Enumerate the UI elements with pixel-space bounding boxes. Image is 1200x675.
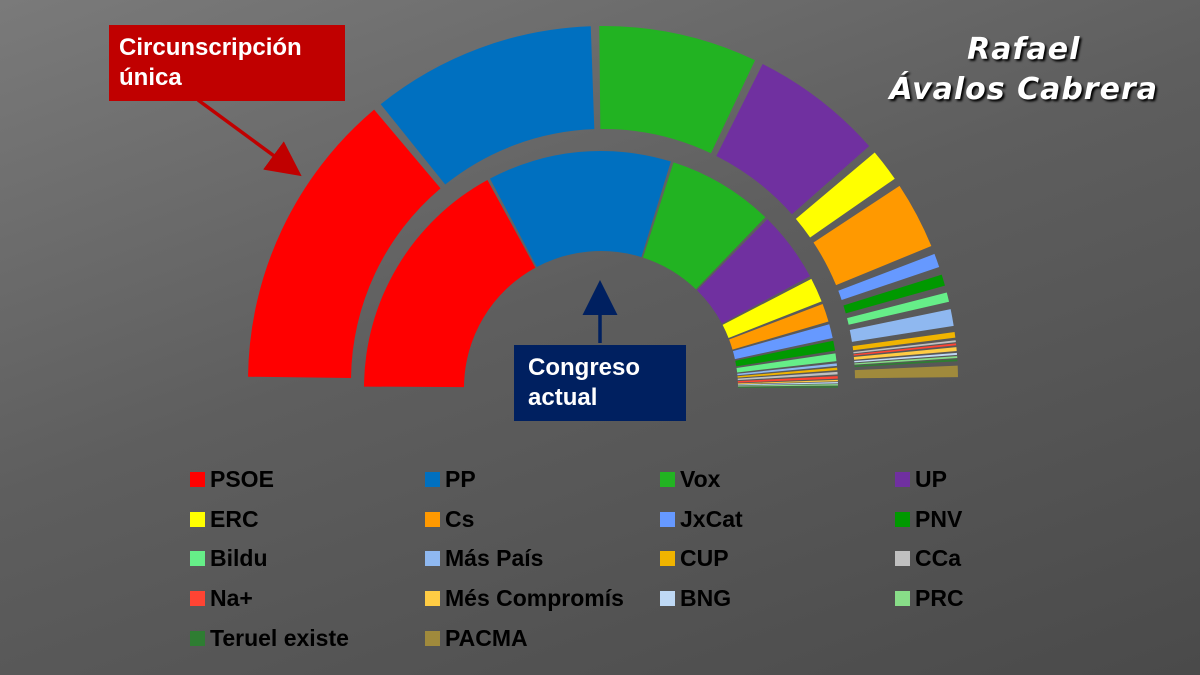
- legend-item-prc: PRC: [895, 579, 1130, 619]
- author-name: Rafael Ávalos Cabrera: [889, 32, 1158, 107]
- slice-outer-cup: [852, 331, 956, 351]
- legend-swatch: [660, 591, 675, 607]
- legend-label: Més Compromís: [445, 585, 624, 612]
- legend-label: PRC: [915, 585, 964, 612]
- legend-swatch: [425, 591, 440, 607]
- slice-inner-erc: [722, 278, 822, 338]
- legend-label: Vox: [680, 466, 721, 493]
- legend-swatch: [660, 511, 675, 527]
- legend-item-cup: CUP: [660, 539, 895, 579]
- legend-label: CCa: [915, 545, 962, 572]
- legend-item-psoe: PSOE: [190, 460, 425, 500]
- slice-outer-teruel-existe: [854, 359, 958, 367]
- outer-ring-single-constituency: [248, 26, 958, 379]
- legend-swatch: [895, 511, 910, 527]
- legend-item-bng: BNG: [660, 579, 895, 619]
- legend-swatch: [425, 630, 440, 646]
- legend-label: Teruel existe: [210, 624, 349, 651]
- legend-label: PACMA: [445, 624, 528, 651]
- legend-label: Más País: [445, 545, 544, 572]
- legend-label: Cs: [445, 505, 475, 532]
- legend-item-pacma: PACMA: [425, 618, 660, 658]
- slice-inner-jxcat: [732, 324, 833, 360]
- legend-label: ERC: [210, 505, 259, 532]
- legend-swatch: [425, 551, 440, 567]
- legend-item-pp: PP: [425, 460, 660, 500]
- slice-outer-vox: [599, 26, 756, 154]
- legend-swatch: [190, 551, 205, 567]
- slice-outer-erc: [795, 152, 895, 238]
- legend-swatch: [895, 591, 910, 607]
- legend-label: JxCat: [680, 505, 743, 532]
- slice-inner-teruel-existe: [738, 386, 838, 388]
- inner-ring-current-congress: [364, 151, 838, 388]
- slice-outer-mes-compromis: [853, 347, 957, 360]
- slice-outer-jxcat: [838, 253, 940, 301]
- legend-label: PSOE: [210, 466, 274, 493]
- legend-item-mas-pais: Más País: [425, 539, 660, 579]
- legend-label: CUP: [680, 545, 729, 572]
- legend-item-cs: Cs: [425, 500, 660, 540]
- slice-inner-mas-pais: [737, 363, 837, 376]
- callout-single-constituency: Circunscripción única: [109, 25, 345, 101]
- slice-inner-up: [697, 219, 811, 324]
- slice-inner-pp: [489, 151, 671, 267]
- legend-item-up: UP: [895, 460, 1130, 500]
- slice-outer-pp: [380, 26, 595, 185]
- legend-label: BNG: [680, 585, 732, 612]
- legend-swatch: [190, 630, 205, 646]
- slice-inner-cup: [737, 367, 838, 378]
- legend-label: PP: [445, 466, 476, 493]
- slice-outer-pnv: [843, 274, 945, 314]
- slice-outer-na: [853, 343, 957, 356]
- legend-item-teruel-existe: Teruel existe: [190, 618, 425, 658]
- slice-inner-mes-compromis: [737, 379, 838, 385]
- legend-swatch: [425, 511, 440, 527]
- legend-swatch: [660, 551, 675, 567]
- legend-label: Bildu: [210, 545, 268, 572]
- slice-outer-cca: [853, 340, 956, 354]
- slice-outer-up: [716, 63, 870, 215]
- slice-outer-prc: [854, 356, 958, 365]
- slice-inner-bng: [737, 382, 838, 386]
- legend-item-mes-compromis: Més Compromís: [425, 579, 660, 619]
- legend-item-bildu: Bildu: [190, 539, 425, 579]
- legend-swatch: [190, 591, 205, 607]
- chart-legend: PSOE PP Vox UP ERC Cs JxCat PNV Bildu Más País CUP…: [190, 460, 1180, 658]
- slice-outer-bildu: [847, 292, 950, 325]
- slice-outer-pacma: [854, 365, 958, 379]
- slice-inner-prc: [737, 384, 838, 387]
- legend-swatch: [895, 551, 910, 567]
- slice-inner-vox: [642, 162, 766, 290]
- slice-inner-cca: [737, 371, 838, 381]
- legend-item-jxcat: JxCat: [660, 500, 895, 540]
- slice-inner-cs: [729, 304, 829, 350]
- legend-swatch: [190, 511, 205, 527]
- slice-inner-psoe: [364, 179, 536, 388]
- arrow-single-constituency: [196, 98, 302, 177]
- slice-inner-pnv: [735, 340, 836, 367]
- slice-outer-cs: [813, 185, 932, 286]
- slice-inner-na: [737, 376, 838, 383]
- slice-inner-bildu: [736, 353, 837, 373]
- slice-outer-mas-pais: [849, 309, 954, 342]
- legend-item-vox: Vox: [660, 460, 895, 500]
- legend-item-na: Na+: [190, 579, 425, 619]
- legend-item-erc: ERC: [190, 500, 425, 540]
- slice-outer-bng: [854, 352, 958, 363]
- legend-swatch: [425, 472, 440, 488]
- callout-current-congress: Congreso actual: [514, 345, 686, 421]
- legend-label: PNV: [915, 505, 963, 532]
- legend-label: UP: [915, 466, 947, 493]
- legend-label: Na+: [210, 585, 253, 612]
- legend-swatch: [190, 472, 205, 488]
- legend-item-cca: CCa: [895, 539, 1130, 579]
- legend-item-pnv: PNV: [895, 500, 1130, 540]
- legend-swatch: [895, 472, 910, 488]
- legend-swatch: [660, 472, 675, 488]
- slice-outer-psoe: [248, 109, 441, 378]
